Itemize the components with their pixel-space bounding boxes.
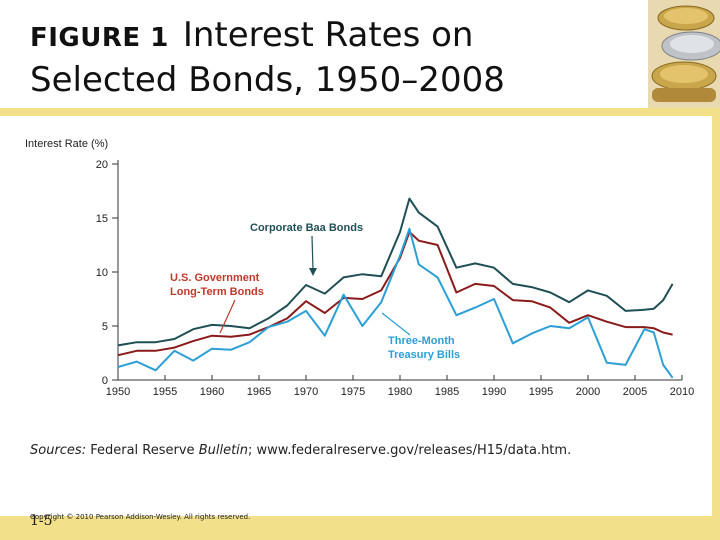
sources-note: Sources: Federal Reserve Bulletin; www.f… — [30, 443, 571, 458]
annotation-govt-line-1: U.S. Government — [170, 272, 260, 284]
x-tick-label: 1960 — [200, 386, 224, 398]
slide-title: FIGURE 1 Interest Rates on Selected Bonds… — [30, 14, 630, 101]
annotation-govt-pointer — [219, 299, 236, 334]
annotation-tbill-pointer — [381, 312, 411, 336]
annotation-tbill-line-1: Three-Month — [388, 335, 455, 347]
interest-rate-chart: Interest Rate (%) 0 5 10 15 20 1950 1955 1960 19… — [25, 138, 694, 398]
x-tick-label: 1990 — [482, 386, 506, 398]
x-tick-label: 2000 — [576, 386, 600, 398]
y-axis-label: Interest Rate (%) — [25, 138, 108, 150]
x-tick-label: 1950 — [106, 386, 130, 398]
y-tick-label: 0 — [102, 375, 108, 387]
x-tick-label: 1995 — [529, 386, 553, 398]
sources-rest: ; www.federalreserve.gov/releases/H15/da… — [248, 443, 572, 458]
page-number: 1-5 — [30, 513, 53, 529]
sources-italic: Bulletin — [198, 443, 249, 458]
chart-axes: 0 5 10 15 20 1950 1955 1960 1965 1970 1975 1980 1985… — [96, 159, 694, 398]
series-line-three-month-tbill — [117, 227, 674, 379]
x-tick-label: 1975 — [341, 386, 365, 398]
figure-label: FIGURE 1 — [30, 23, 169, 53]
annotation-baa-arrowhead — [309, 268, 317, 276]
y-tick-label: 5 — [102, 321, 108, 333]
x-tick-label: 1985 — [435, 386, 459, 398]
y-tick-label: 20 — [96, 159, 108, 171]
annotation-baa-pointer — [311, 235, 314, 271]
accent-bar-bottom — [0, 516, 720, 540]
annotation-baa: Corporate Baa Bonds — [250, 222, 363, 234]
series-line-corporate-baa — [117, 197, 674, 347]
x-tick-label: 2005 — [623, 386, 647, 398]
copyright-note: Copyright © 2010 Pearson Addison-Wesley.… — [30, 513, 251, 521]
y-tick-label: 15 — [96, 213, 108, 225]
title-line-2: Selected Bonds, 1950–2008 — [30, 60, 505, 100]
title-line-1: Interest Rates on — [182, 15, 474, 55]
x-tick-label: 2010 — [670, 386, 694, 398]
accent-bar-right — [712, 108, 720, 540]
sources-prefix: Sources: — [30, 443, 87, 458]
annotation-tbill-line-2: Treasury Bills — [388, 349, 460, 361]
x-tick-label: 1965 — [247, 386, 271, 398]
annotation-govt-line-2: Long-Term Bonds — [170, 286, 264, 298]
accent-bar-top — [0, 108, 720, 116]
chart-annotations: Corporate Baa Bonds U.S. Government Long… — [170, 222, 460, 361]
coin-stack-image — [648, 0, 720, 108]
x-tick-label: 1970 — [294, 386, 318, 398]
x-tick-label: 1980 — [388, 386, 412, 398]
chart-series — [117, 197, 674, 379]
x-tick-label: 1955 — [153, 386, 177, 398]
sources-mid: Federal Reserve — [90, 443, 195, 458]
y-tick-label: 10 — [96, 267, 108, 279]
